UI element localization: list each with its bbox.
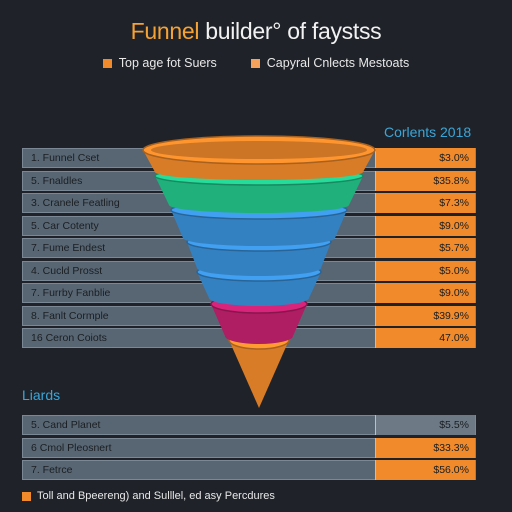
row-value: $35.8% [375, 170, 475, 191]
funnel-layer [142, 135, 376, 180]
table-row: 7. Fetrce $56.0% [22, 460, 476, 480]
row-label: 6 Cmol Pleosnert [31, 441, 112, 454]
table-row: 6 Cmol Pleosnert $33.3% [22, 437, 476, 458]
bottom-section-label: Liards [22, 387, 61, 403]
row-label: 4. Cucld Prosst [31, 264, 103, 277]
row-value: $7.3% [375, 193, 475, 213]
footnote: Toll and Bpeereng) and Sulllel, ed asy P… [22, 490, 275, 502]
row-value: $5.5% [375, 415, 475, 435]
row-value: $56.0% [375, 460, 475, 480]
legend-swatch [250, 58, 260, 68]
row-value: 47.0% [375, 328, 475, 348]
chart-title-rest: builder° of faystss [199, 18, 382, 44]
legend-swatch [102, 58, 112, 68]
funnel-rim-inner [151, 141, 367, 159]
bottom-table: 5. Cand Planet $5.5% 6 Cmol Pleosnert $33.3… [22, 415, 476, 483]
row-label: 16 Ceron Coiots [31, 332, 107, 344]
row-value: $39.9% [375, 305, 475, 326]
row-value: $9.0% [375, 215, 475, 236]
row-label: 5. Cand Planet [31, 419, 101, 431]
row-value: $5.0% [375, 260, 475, 281]
chart-title: Funnel builder° of faystss [0, 18, 512, 45]
row-label: 5. Fnaldles [31, 174, 83, 187]
legend-label: Capyral Cnlects Mestoats [266, 56, 410, 70]
row-label: 7. Fetrce [31, 464, 73, 476]
row-label: 3. Cranele Featling [31, 197, 120, 209]
legend-item: Capyral Cnlects Mestoats [250, 56, 410, 70]
funnel-layer-body [171, 210, 347, 246]
row-value: $3.0% [375, 148, 475, 168]
top-section-label: Corlents 2018 [384, 124, 472, 140]
legend-label: Top age fot Suers [118, 56, 217, 70]
legend: Top age fot Suers Capyral Cnlects Mestoa… [0, 56, 512, 70]
funnel-layer-body [211, 304, 307, 344]
row-value: $5.7% [375, 238, 475, 258]
row-label: 8. Fanlt Cormple [31, 309, 109, 322]
row-label: 7. Fume Endest [31, 242, 106, 254]
footnote-swatch [22, 491, 31, 501]
row-label: 5. Car Cotenty [31, 219, 99, 232]
row-label: 7. Furrby Fanblie [31, 287, 111, 299]
legend-item: Top age fot Suers [102, 56, 217, 70]
row-value: $9.0% [375, 283, 475, 303]
row-label: 1. Funnel Cset [31, 152, 100, 164]
funnel-layer-body [229, 340, 289, 408]
table-row: 5. Cand Planet $5.5% [22, 415, 476, 435]
row-value: $33.3% [375, 437, 475, 458]
funnel-layer-body [155, 176, 363, 213]
footnote-text: Toll and Bpeereng) and Sulllel, ed asy P… [37, 490, 275, 502]
chart-title-accent: Funnel [130, 18, 200, 44]
